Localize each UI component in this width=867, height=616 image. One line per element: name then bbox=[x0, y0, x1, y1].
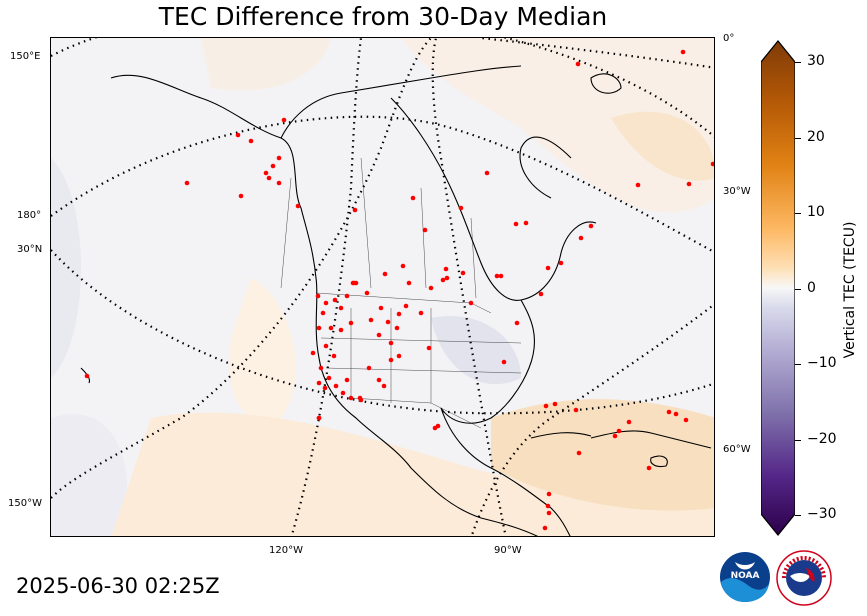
lon-label-90w: 90°W bbox=[494, 545, 522, 556]
colorbar-tick: 0 bbox=[807, 280, 816, 296]
lat-label-180: 180° bbox=[17, 210, 42, 221]
gnss-stations bbox=[84, 49, 714, 531]
nws-logo bbox=[776, 550, 832, 606]
colorbar-tick: −20 bbox=[807, 431, 837, 447]
colorbar-tick: 10 bbox=[807, 204, 825, 220]
timestamp: 2025-06-30 02:25Z bbox=[16, 574, 220, 598]
lat-label-150e: 150°E bbox=[10, 51, 41, 62]
map-canvas bbox=[51, 38, 714, 536]
colorbar-tick: −10 bbox=[807, 355, 837, 371]
colorbar-tick: −30 bbox=[807, 506, 837, 522]
lon-label-120w: 120°W bbox=[269, 545, 303, 556]
tec-map bbox=[50, 37, 715, 537]
lon-label-30w: 30°W bbox=[723, 186, 751, 197]
colorbar bbox=[761, 40, 795, 536]
colorbar-tick: 20 bbox=[807, 129, 825, 145]
colorbar-tick: 30 bbox=[807, 53, 825, 69]
noaa-logo-text: NOAA bbox=[731, 571, 760, 581]
lat-label-150w: 150°W bbox=[8, 498, 42, 509]
map-title: TEC Difference from 30-Day Median bbox=[158, 2, 608, 31]
lon-label-0: 0° bbox=[723, 33, 735, 44]
colorbar-label: Vertical TEC (TECU) bbox=[842, 221, 858, 359]
lon-label-60w: 60°W bbox=[723, 444, 751, 455]
lat-label-30n: 30°N bbox=[17, 244, 43, 255]
noaa-logo: NOAA bbox=[720, 552, 770, 602]
